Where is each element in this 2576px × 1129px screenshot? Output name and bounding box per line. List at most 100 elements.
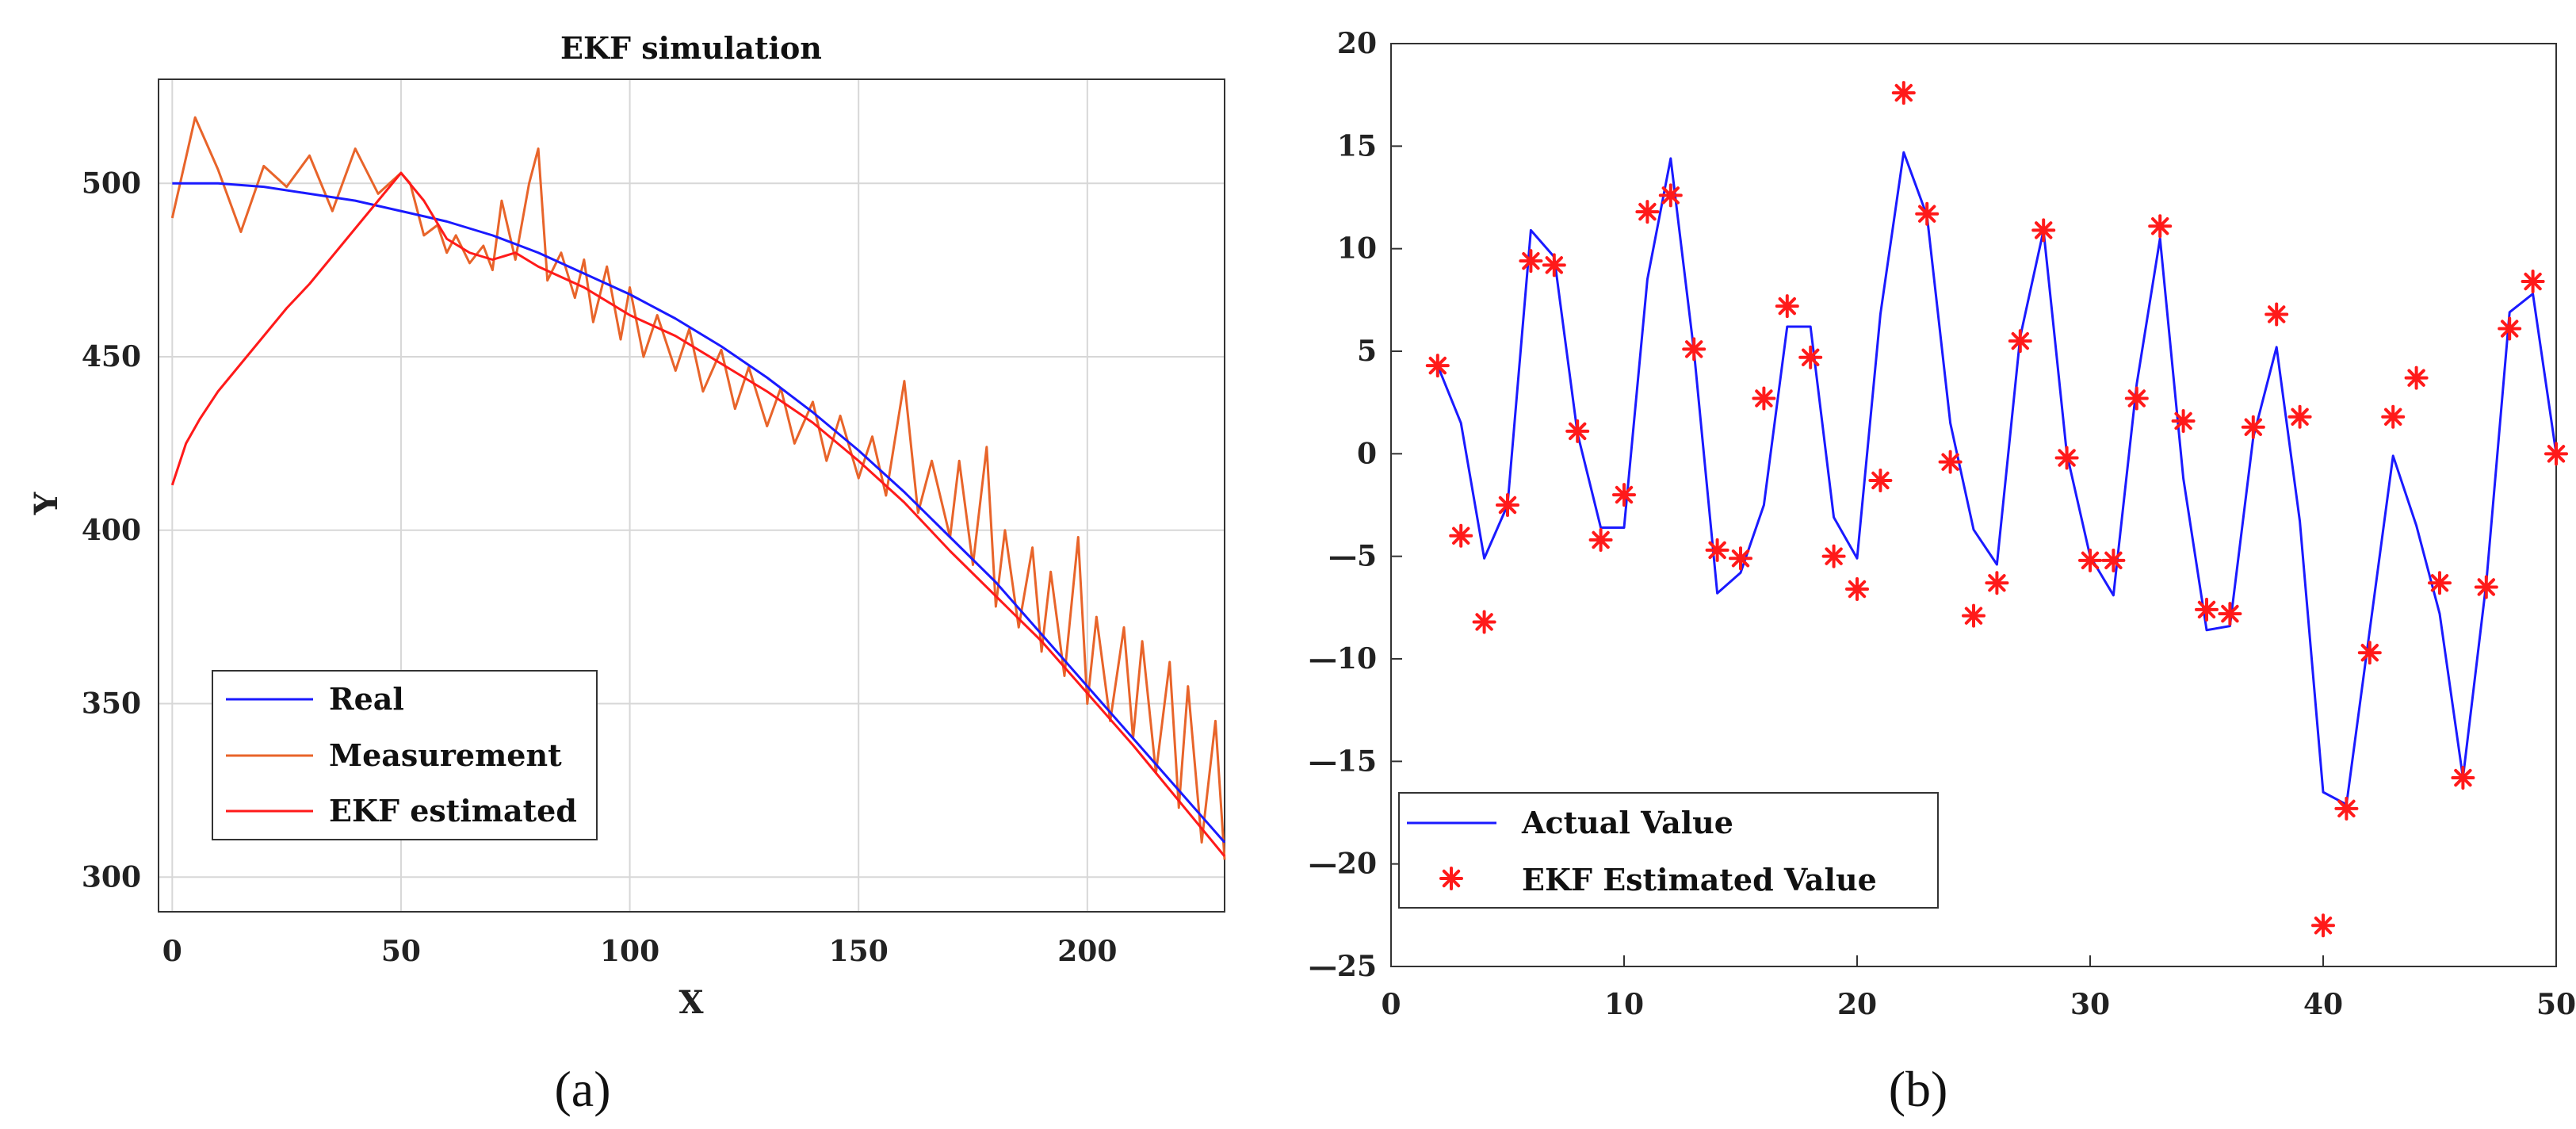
series-ekf-estimated-value-point <box>1682 337 1707 362</box>
series-ekf-estimated-value-point <box>1775 294 1799 319</box>
chart-a-yticks: 300 350 400 450 500 <box>82 166 141 894</box>
series-measurement-line <box>170 116 1226 860</box>
chart-b-ytick-label: 10 <box>1337 232 1377 266</box>
panel-a: EKF simulation X Y 0 50 100 150 200 300 350 40… <box>28 30 1226 1117</box>
series-ekf-estimated-value-point <box>2287 404 2312 429</box>
caption-a: (a) <box>554 1061 610 1117</box>
series-ekf-estimated-value-point <box>1891 81 1916 105</box>
series-ekf-estimated-value-point <box>2078 548 2102 572</box>
chart-b-xtick-label: 50 <box>2536 988 2576 1021</box>
series-ekf-estimated-value-point <box>1658 183 1683 208</box>
series-ekf-estimated-value-point <box>1588 527 1613 552</box>
legend-marker-star <box>1439 867 1463 890</box>
series-ekf-estimated-value-point <box>2031 218 2056 243</box>
series-ekf-estimated-value-point <box>1496 493 1519 517</box>
caption-b: (b) <box>1889 1061 1948 1117</box>
chart-a-xtick-label: 50 <box>381 935 421 968</box>
series-ekf-estimated-value-point <box>2451 766 2475 790</box>
series-ekf-estimated-value-point <box>2521 270 2545 294</box>
series-ekf-estimated-value-point <box>2265 302 2289 327</box>
series-ekf-estimated-value-point <box>2148 214 2173 239</box>
series-ekf-estimated-value-point <box>2008 329 2032 354</box>
chart-b-ytick-label: —15 <box>1309 744 1377 778</box>
chart-b-yticks: 20 15 10 5 0 —5 —10 —15 —20 —25 <box>1309 27 1402 983</box>
series-ekf-estimated-value-point <box>2498 316 2522 341</box>
chart-b-ytick-label: —25 <box>1309 950 1377 983</box>
chart-a-ytick-label: 400 <box>82 514 141 547</box>
chart-b-series <box>1425 81 2568 938</box>
series-ekf-estimated-value-point <box>1449 523 1473 548</box>
series-ekf-estimated-value-point <box>2218 602 2242 626</box>
series-ekf-estimated-value-point <box>2381 404 2406 429</box>
series-ekf-estimated-value-point <box>1542 253 1566 277</box>
chart-a-ytick-label: 450 <box>82 340 141 373</box>
legend-label-real: Real <box>329 681 404 717</box>
chart-a-xlabel: X <box>678 984 703 1021</box>
legend-label-measurement: Measurement <box>329 737 562 773</box>
chart-a-ytick-label: 300 <box>82 860 141 894</box>
chart-b-legend: Actual Value EKF Estimated Value <box>1398 792 1939 909</box>
chart-a-legend: Real Measurement EKF estimated <box>212 670 598 840</box>
chart-b-ytick-label: 0 <box>1357 437 1377 470</box>
series-ekf-estimated-value-point <box>1635 200 1660 224</box>
chart-b-ytick-label: —10 <box>1309 642 1377 675</box>
series-ekf-estimated-value-point <box>2101 548 2126 572</box>
chart-b-xtick-label: 0 <box>1381 988 1401 1021</box>
series-ekf-estimated-value-point <box>2428 571 2452 595</box>
chart-b-legend-box <box>1398 792 1939 909</box>
series-ekf-estimated-value-point <box>1845 577 1869 602</box>
series-ekf-estimated-value-point <box>2171 408 2196 433</box>
series-ekf-estimated-value-point <box>2474 575 2498 599</box>
series-ekf-estimated-value-point <box>1798 345 1823 369</box>
chart-b-ytick-label: 20 <box>1337 27 1377 60</box>
series-ekf-estimated-value-point <box>2124 386 2149 411</box>
legend-label-ekf-estimated-value: EKF Estimated Value <box>1522 862 1877 897</box>
series-ekf-estimated-value-point <box>1565 419 1590 443</box>
series-ekf-estimated-value-point <box>2195 597 2219 622</box>
chart-a-ytick-label: 500 <box>82 166 141 200</box>
series-ekf-estimated-value-point <box>2241 415 2265 439</box>
series-ekf-estimated-value-point <box>1519 249 1543 274</box>
series-ekf-estimated-value-point <box>2544 442 2568 466</box>
legend-label-ekf-estimated: EKF estimated <box>329 793 577 829</box>
legend-label-actual-value: Actual Value <box>1521 805 1733 840</box>
chart-a-title: EKF simulation <box>560 30 822 66</box>
chart-b-xticks: 0 10 20 30 40 50 <box>1381 955 2576 1021</box>
legend-marker-ekf-estimated-value <box>1439 867 1463 890</box>
series-ekf-estimated-value-point <box>1821 544 1846 568</box>
series-ekf-estimated-value-point <box>1985 571 2009 595</box>
chart-b-xtick-label: 40 <box>2303 988 2343 1021</box>
series-ekf-estimated-line <box>170 171 1226 857</box>
series-ekf-estimated-value-point <box>2334 796 2359 821</box>
chart-b-xtick-label: 30 <box>2070 988 2110 1021</box>
series-ekf-estimated-value-point <box>2054 446 2079 470</box>
series-ekf-estimated-value-point <box>1705 538 1729 562</box>
series-real-line <box>172 182 1226 844</box>
series-ekf-estimated-value-point <box>1752 386 1776 411</box>
chart-a-ytick-label: 350 <box>82 687 141 721</box>
series-ekf-estimated-value-point <box>2311 913 2335 938</box>
series-ekf-estimated-value-point <box>1472 610 1496 634</box>
chart-a-xticks: 0 50 100 150 200 <box>162 935 1118 968</box>
chart-b-ytick-label: —5 <box>1328 540 1377 573</box>
series-ekf-estimated-value-point <box>1938 450 1963 474</box>
chart-a-ylabel: Y <box>28 492 65 515</box>
series-ekf-estimated-value-point <box>1915 201 1940 226</box>
series-ekf-estimated-value-point <box>1962 603 1986 628</box>
series-ekf-estimated-value-point <box>1612 483 1636 507</box>
series-ekf-estimated-value-point <box>1425 354 1450 378</box>
series-ekf-estimated-value-point <box>2404 365 2429 390</box>
series-ekf-estimated-value-point <box>1729 546 1752 571</box>
series-ekf-estimated-value-point <box>2357 641 2382 665</box>
chart-b-ytick-label: —20 <box>1309 848 1377 881</box>
chart-a-xtick-label: 100 <box>600 935 659 968</box>
chart-a-xtick-label: 150 <box>829 935 889 968</box>
chart-b-xtick-label: 10 <box>1604 988 1644 1021</box>
series-ekf-estimated-value-point <box>1868 468 1893 492</box>
chart-b-ytick-label: 5 <box>1357 335 1377 368</box>
chart-a-plot-area <box>158 78 1225 913</box>
chart-a-xtick-label: 200 <box>1057 935 1117 968</box>
chart-b-plot-area <box>1390 43 2557 967</box>
series-actual-value-line <box>1436 151 2558 806</box>
